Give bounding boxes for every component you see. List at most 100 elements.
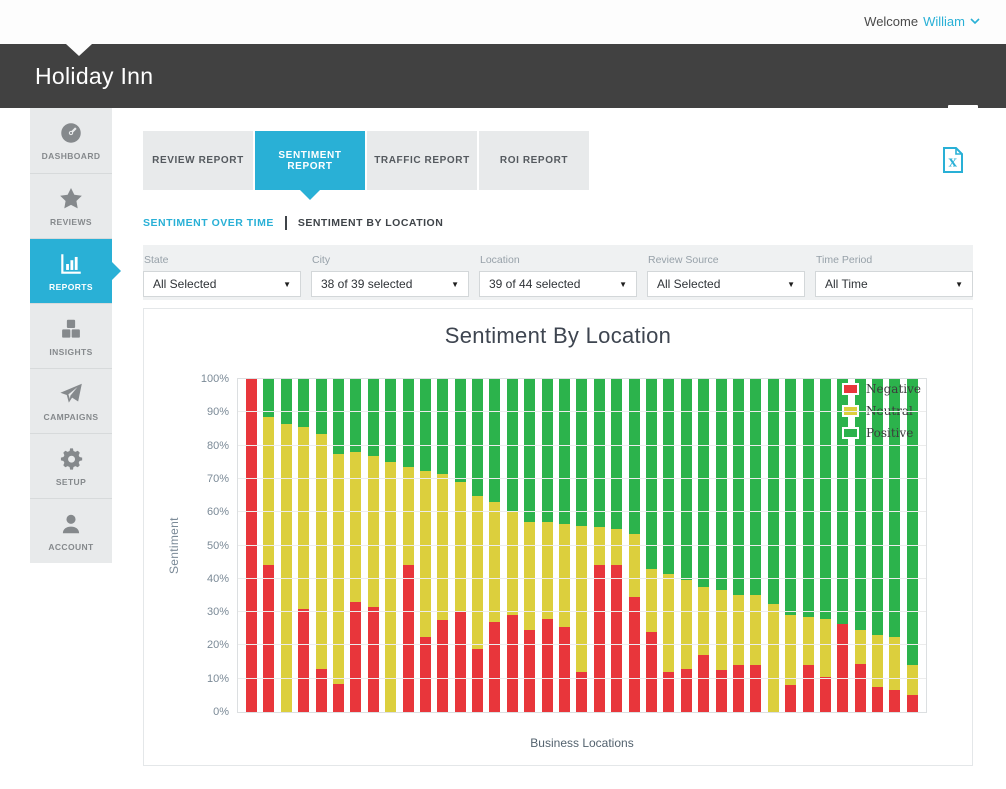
brand-title: Holiday Inn (35, 63, 154, 89)
location-bar-3[interactable] (280, 379, 292, 712)
negative-segment (263, 565, 275, 712)
location-bar-29[interactable] (732, 379, 744, 712)
location-bar-26[interactable] (680, 379, 692, 712)
location-bar-33[interactable] (802, 379, 814, 712)
location-bar-18[interactable] (541, 379, 553, 712)
location-bar-12[interactable] (437, 379, 449, 712)
negative-segment (628, 597, 640, 712)
filter-dropdown-city[interactable]: 38 of 39 selected ▼ (311, 271, 469, 297)
tab-traffic-report[interactable]: TRAFFIC REPORT (367, 131, 477, 190)
location-bar-2[interactable] (263, 379, 275, 712)
filter-city: City 38 of 39 selected ▼ (311, 252, 469, 300)
location-bar-25[interactable] (663, 379, 675, 712)
subnav-sentiment-over-time[interactable]: SENTIMENT OVER TIME (143, 217, 274, 229)
neutral-segment (385, 462, 397, 712)
neutral-segment (506, 510, 518, 616)
gridline (238, 644, 926, 646)
tab-sentiment-report[interactable]: SENTIMENT REPORT (255, 131, 365, 200)
gear-icon (58, 446, 84, 472)
negative-segment (367, 607, 379, 712)
location-bar-36[interactable] (854, 379, 866, 712)
location-bar-19[interactable] (559, 379, 571, 712)
location-bar-11[interactable] (419, 379, 431, 712)
location-bar-10[interactable] (402, 379, 414, 712)
location-bar-39[interactable] (906, 379, 918, 712)
location-bar-35[interactable] (837, 379, 849, 712)
filter-review-source: Review Source All Selected ▼ (647, 252, 805, 300)
location-bar-16[interactable] (506, 379, 518, 712)
gridline (238, 444, 926, 446)
user-menu[interactable]: Welcome William (864, 14, 980, 29)
subnav-sentiment-by-location[interactable]: SENTIMENT BY LOCATION (297, 217, 444, 229)
sidebar-item-setup[interactable]: SETUP (30, 433, 112, 498)
legend-item-neutral: Neutral (842, 404, 921, 418)
filter-dropdown-location[interactable]: 39 of 44 selected ▼ (479, 271, 637, 297)
tab-roi-report[interactable]: ROI REPORT (479, 131, 589, 190)
location-bar-31[interactable] (767, 379, 779, 712)
gridline (238, 511, 926, 513)
y-axis-tick: 0% (213, 706, 229, 718)
neutral-segment (611, 528, 623, 566)
location-bar-8[interactable] (367, 379, 379, 712)
location-bar-37[interactable] (872, 379, 884, 712)
location-bar-4[interactable] (298, 379, 310, 712)
positive-segment (750, 379, 762, 596)
filter-value: All Time (825, 277, 868, 291)
username-link[interactable]: William (923, 14, 965, 29)
sidebar-item-campaigns[interactable]: CAMPAIGNS (30, 368, 112, 433)
location-bar-27[interactable] (698, 379, 710, 712)
subnav-divider (284, 216, 287, 230)
sub-nav: SENTIMENT OVER TIME SENTIMENT BY LOCATIO… (143, 216, 443, 230)
location-bar-34[interactable] (819, 379, 831, 712)
location-bar-1[interactable] (246, 379, 257, 712)
sidebar-item-account[interactable]: ACCOUNT (30, 498, 112, 563)
excel-export-icon[interactable]: X (941, 146, 965, 174)
sidebar-item-label: ACCOUNT (48, 541, 94, 552)
positive-segment (541, 379, 553, 523)
hamburger-menu-icon[interactable] (948, 105, 978, 132)
negative-segment (246, 379, 257, 712)
location-bar-24[interactable] (645, 379, 657, 712)
location-bar-14[interactable] (472, 379, 484, 712)
positive-segment (628, 379, 640, 534)
neutral-segment (576, 525, 588, 673)
location-bar-5[interactable] (315, 379, 327, 712)
legend-label: Neutral (866, 404, 913, 418)
location-bar-28[interactable] (715, 379, 727, 712)
filter-dropdown-review-source[interactable]: All Selected ▼ (647, 271, 805, 297)
sidebar-item-dashboard[interactable]: DASHBOARD (30, 108, 112, 173)
location-bar-22[interactable] (611, 379, 623, 712)
negative-segment (680, 668, 692, 712)
negative-segment (472, 648, 484, 712)
filter-dropdown-time-period[interactable]: All Time ▼ (815, 271, 973, 297)
location-bar-20[interactable] (576, 379, 588, 712)
positive-segment (332, 379, 344, 454)
legend-swatch (842, 405, 860, 417)
filter-dropdown-state[interactable]: All Selected ▼ (143, 271, 301, 297)
negative-segment (872, 687, 884, 712)
location-bar-23[interactable] (628, 379, 640, 712)
location-bar-30[interactable] (750, 379, 762, 712)
filter-label: Location (480, 254, 520, 266)
tab-review-report[interactable]: REVIEW REPORT (143, 131, 253, 190)
location-bar-32[interactable] (785, 379, 797, 712)
location-bar-17[interactable] (524, 379, 536, 712)
neutral-segment (872, 635, 884, 688)
sidebar-item-reviews[interactable]: REVIEWS (30, 173, 112, 238)
positive-segment (889, 379, 901, 638)
negative-segment (854, 663, 866, 712)
location-bar-38[interactable] (889, 379, 901, 712)
positive-segment (698, 379, 710, 588)
neutral-segment (889, 637, 901, 691)
location-bar-13[interactable] (454, 379, 466, 712)
location-bar-21[interactable] (593, 379, 605, 712)
location-bar-7[interactable] (350, 379, 362, 712)
sidebar-item-insights[interactable]: INSIGHTS (30, 303, 112, 368)
sidebar-item-reports[interactable]: REPORTS (30, 238, 121, 303)
neutral-segment (332, 453, 344, 684)
location-bar-6[interactable] (332, 379, 344, 712)
negative-segment (524, 630, 536, 712)
location-bar-15[interactable] (489, 379, 501, 712)
location-bar-9[interactable] (385, 379, 397, 712)
legend-label: Positive (866, 426, 914, 440)
